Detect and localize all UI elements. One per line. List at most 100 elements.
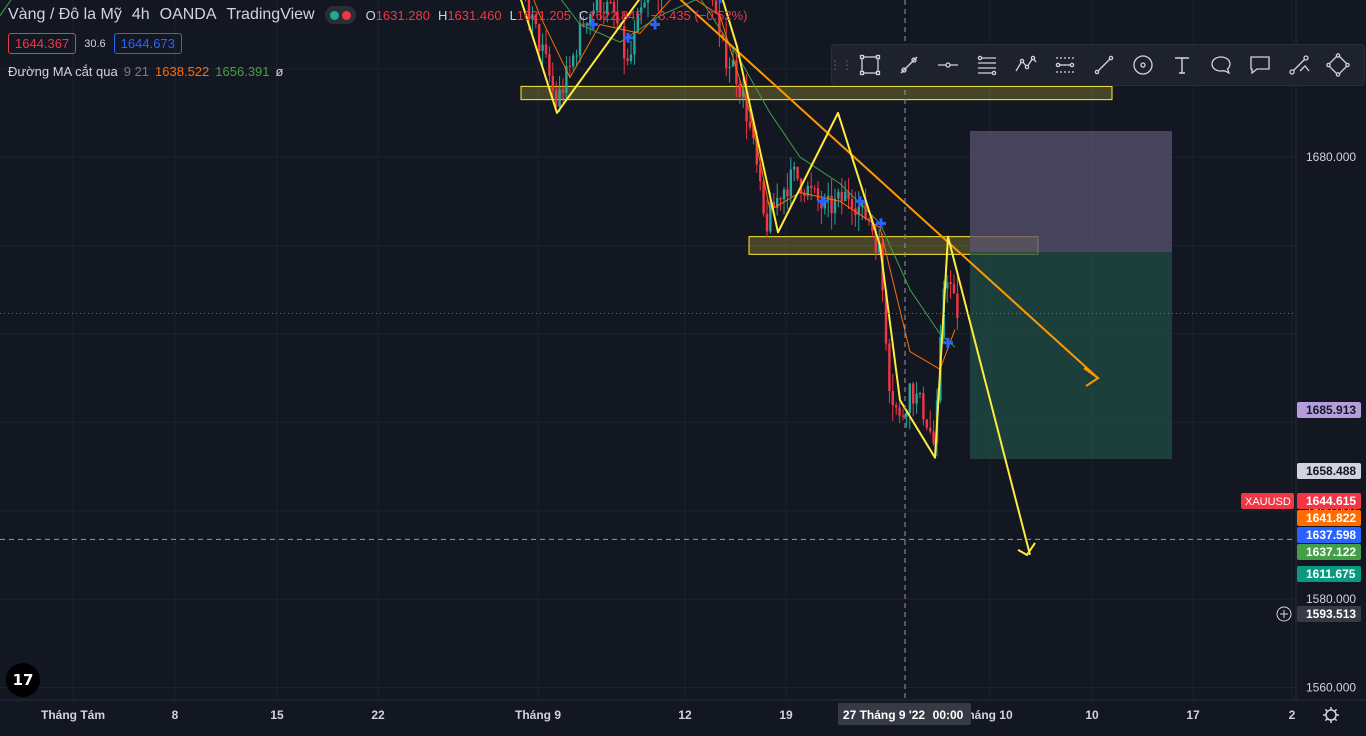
candle-body bbox=[827, 195, 830, 201]
last-price-tag bbox=[1297, 493, 1361, 509]
candle bbox=[796, 166, 799, 181]
trend-arrowhead bbox=[1083, 367, 1100, 387]
symbol-tag-text: XAUUSD bbox=[1245, 496, 1291, 508]
candle-body bbox=[640, 7, 643, 14]
candle-body bbox=[755, 138, 758, 165]
gann-fan-icon[interactable] bbox=[1045, 46, 1084, 84]
symbol-title[interactable]: Vàng / Đô la Mỹ bbox=[8, 6, 122, 23]
candle-body bbox=[844, 191, 847, 202]
brush-diamond-icon[interactable] bbox=[1318, 46, 1357, 84]
candle bbox=[640, 0, 643, 25]
path-icon[interactable] bbox=[1279, 46, 1318, 84]
indicator-visibility-icon[interactable]: ø bbox=[275, 64, 284, 79]
zigzag-arrowhead bbox=[1017, 542, 1036, 557]
ma-cross-marker bbox=[718, 0, 722, 3]
candle-body bbox=[956, 293, 959, 318]
zigzag-pattern-icon[interactable] bbox=[1006, 46, 1045, 84]
candle-body bbox=[728, 66, 731, 68]
price-axis bbox=[1296, 0, 1366, 700]
candle-body bbox=[915, 393, 918, 404]
ma-cross-marker bbox=[623, 32, 633, 43]
candle bbox=[551, 62, 554, 100]
candle bbox=[735, 49, 738, 98]
candle bbox=[565, 56, 568, 99]
price-axis-label: 1680.000 bbox=[1306, 150, 1356, 164]
ma-fast-price-tag-text: 1641.822 bbox=[1306, 511, 1356, 525]
ma-cross-marker bbox=[855, 196, 865, 207]
sell-button[interactable]: 1644.367 bbox=[8, 33, 77, 54]
price-axis-label: 1560.000 bbox=[1306, 681, 1356, 695]
horizontal-ray-icon[interactable] bbox=[928, 46, 967, 84]
stop-loss-zone bbox=[970, 130, 1172, 253]
candle-body bbox=[871, 220, 874, 231]
indicator-name: Đường MA cắt qua bbox=[8, 64, 118, 79]
candle bbox=[891, 373, 894, 421]
ma-slow-value: 1656.391 bbox=[215, 64, 270, 79]
candle-body bbox=[779, 197, 782, 200]
candle bbox=[762, 179, 765, 217]
candle bbox=[745, 74, 748, 140]
grip-icon[interactable]: ⋮⋮ bbox=[829, 58, 853, 72]
candle-body bbox=[895, 405, 898, 408]
candle bbox=[578, 12, 582, 63]
candle bbox=[949, 270, 952, 299]
candle-body bbox=[908, 383, 911, 413]
candle-body bbox=[901, 415, 905, 417]
market-status-toggle[interactable] bbox=[324, 6, 356, 24]
candle-body bbox=[646, 0, 650, 3]
candle bbox=[833, 188, 837, 225]
candle-body bbox=[888, 343, 891, 392]
fib-retracement-icon[interactable] bbox=[967, 46, 1006, 84]
marker-price-tag bbox=[1297, 527, 1361, 543]
candle-body bbox=[558, 89, 561, 107]
text-icon[interactable] bbox=[1162, 46, 1201, 84]
candle-body bbox=[850, 199, 854, 209]
candle bbox=[925, 418, 928, 431]
ma-cross-marker bbox=[876, 218, 886, 229]
market-open-icon bbox=[329, 10, 339, 20]
candle bbox=[820, 190, 823, 224]
candle-body bbox=[742, 90, 745, 97]
trend-line-icon[interactable] bbox=[1084, 46, 1123, 84]
callout-icon[interactable] bbox=[1201, 46, 1240, 84]
candle bbox=[728, 57, 731, 83]
candle-body bbox=[884, 290, 888, 344]
candle bbox=[714, 0, 718, 14]
pen-icon[interactable] bbox=[889, 46, 928, 84]
candle bbox=[823, 193, 826, 215]
comment-icon[interactable] bbox=[1240, 46, 1279, 84]
circle-icon[interactable] bbox=[1123, 46, 1162, 84]
candle bbox=[793, 161, 796, 182]
candle bbox=[646, 0, 650, 18]
candle bbox=[952, 274, 956, 294]
candle bbox=[599, 0, 602, 21]
candle-body bbox=[714, 0, 718, 14]
crosshair-price-tag-text: 1593.513 bbox=[1306, 607, 1356, 621]
candle-body bbox=[575, 55, 578, 57]
candle bbox=[813, 184, 816, 194]
buy-button[interactable]: 1644.673 bbox=[113, 33, 182, 54]
indicator-legend[interactable]: Đường MA cắt qua 9 21 1638.522 1656.391 … bbox=[8, 64, 283, 79]
rectangle-icon[interactable] bbox=[850, 46, 889, 84]
tradingview-logo[interactable]: 17 bbox=[6, 663, 40, 697]
candle-body bbox=[793, 166, 796, 170]
crosshair-date-text: 27 Tháng 9 '22 bbox=[843, 708, 926, 722]
candle bbox=[568, 56, 571, 78]
candle-body bbox=[721, 33, 724, 39]
time-axis-label: 12 bbox=[678, 708, 692, 722]
last-price-tag-text: 1644.615 bbox=[1306, 494, 1356, 508]
interval-label[interactable]: 4h bbox=[131, 6, 150, 23]
candle-body bbox=[599, 0, 602, 13]
candle-body bbox=[861, 201, 864, 207]
candle-body bbox=[772, 201, 775, 208]
ma-slow-price-tag bbox=[1297, 544, 1361, 560]
candle-body bbox=[857, 206, 860, 215]
candle-body bbox=[949, 282, 952, 285]
candle-body bbox=[541, 44, 544, 51]
ma-cross-marker bbox=[818, 196, 828, 207]
candle bbox=[782, 187, 786, 215]
candle bbox=[612, 0, 616, 28]
candle bbox=[561, 78, 565, 103]
candle-body bbox=[589, 14, 592, 24]
